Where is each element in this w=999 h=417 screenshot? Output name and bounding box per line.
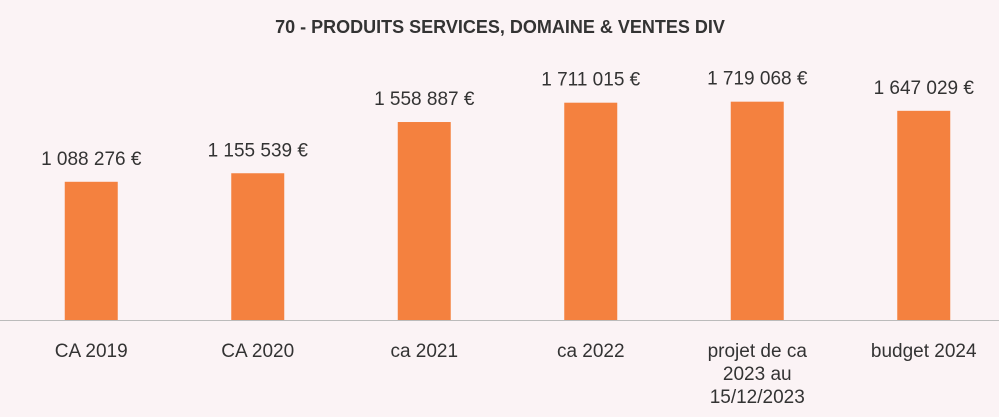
data-label: 1 647 029 € xyxy=(874,78,975,99)
x-tick-label: ca 2022 xyxy=(556,341,625,362)
chart-title: 70 - PRODUITS SERVICES, DOMAINE & VENTES… xyxy=(275,17,725,37)
data-label: 1 558 887 € xyxy=(374,89,475,110)
data-label: 1 155 539 € xyxy=(208,140,309,161)
data-label: 1 088 276 € xyxy=(41,149,142,170)
x-tick-label: budget 2024 xyxy=(870,341,977,362)
x-tick-label: ca 2021 xyxy=(390,341,459,362)
data-label: 1 719 068 € xyxy=(707,69,808,90)
bar xyxy=(64,181,118,320)
bar xyxy=(397,122,451,320)
bar xyxy=(897,110,951,320)
x-tick-label: projet de ca 2023 au 15/12/2023 xyxy=(707,341,807,408)
x-tick-label: CA 2020 xyxy=(221,341,295,362)
bar xyxy=(231,173,285,320)
bar xyxy=(564,102,618,320)
data-label: 1 711 015 € xyxy=(541,70,640,91)
x-tick-label: CA 2019 xyxy=(54,341,128,362)
bar xyxy=(730,101,784,320)
